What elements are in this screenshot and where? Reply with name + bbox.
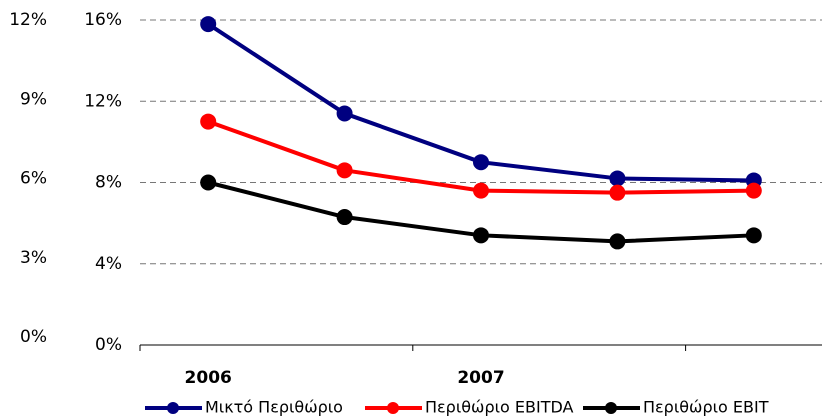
x-tick-label: 2007 xyxy=(457,368,504,388)
y-tick-label: 12% xyxy=(84,91,122,111)
legend-marker xyxy=(387,402,399,414)
data-point xyxy=(473,227,489,244)
y2-tick-label: 6% xyxy=(20,169,47,189)
y2-tick-label: 9% xyxy=(20,89,47,109)
data-point xyxy=(336,162,353,179)
data-point xyxy=(609,170,626,187)
legend-label: Περιθώριο EBIT xyxy=(643,398,769,417)
data-point xyxy=(336,105,353,122)
legend-label: Μικτό Περιθώριο xyxy=(205,398,343,417)
y2-tick-label: 0% xyxy=(20,327,47,347)
data-point xyxy=(609,184,626,201)
legend-marker xyxy=(605,402,617,414)
data-point xyxy=(200,113,217,130)
y-tick-label: 8% xyxy=(95,173,122,193)
data-point xyxy=(336,209,353,226)
data-point xyxy=(200,174,217,191)
data-point xyxy=(609,233,626,250)
data-point xyxy=(473,154,489,171)
data-point xyxy=(745,227,762,244)
data-point xyxy=(473,182,489,199)
data-point xyxy=(745,182,762,199)
y-tick-label: 16% xyxy=(84,10,122,30)
legend-label: Περιθώριο EBITDA xyxy=(425,398,574,417)
y2-tick-label: 12% xyxy=(9,10,47,30)
x-tick-label: 2006 xyxy=(185,368,232,388)
legend-marker xyxy=(167,402,179,414)
y-tick-label: 0% xyxy=(95,335,122,355)
data-point xyxy=(200,16,217,33)
y-tick-label: 4% xyxy=(95,254,122,274)
y2-tick-label: 3% xyxy=(20,248,47,268)
